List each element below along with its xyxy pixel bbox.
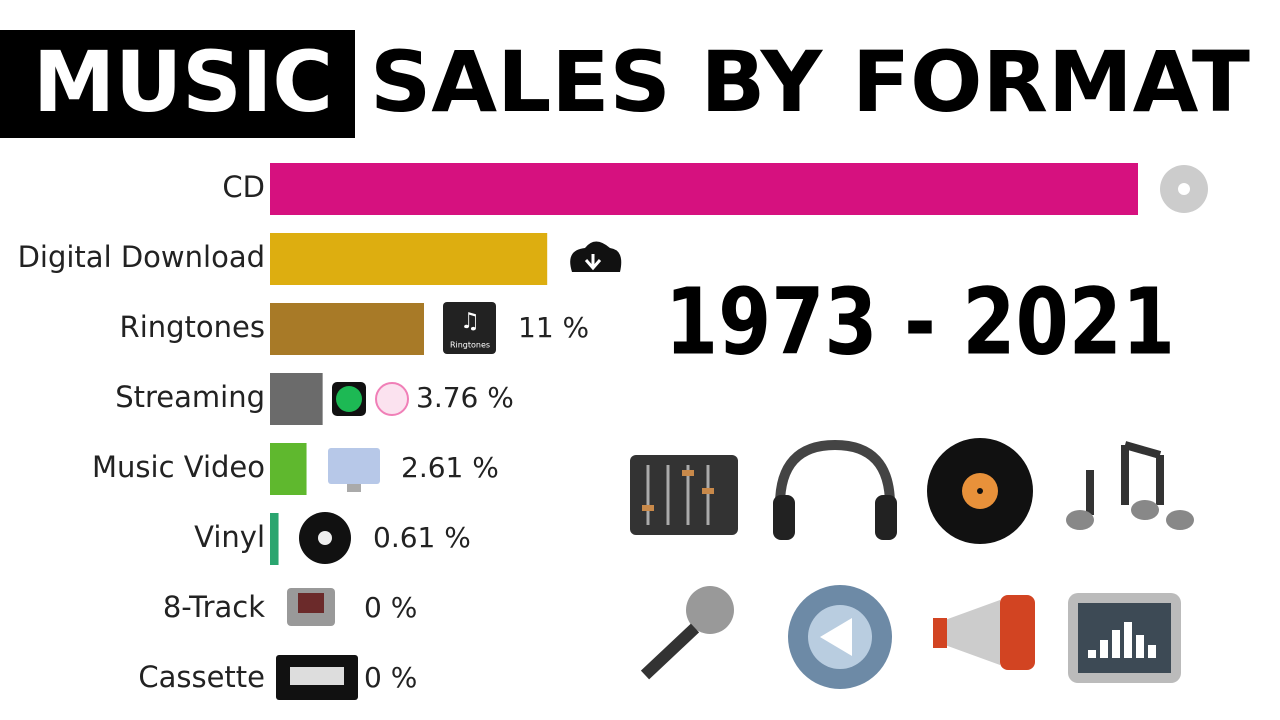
value-label: 2.61 % [401,451,499,484]
title-box [0,30,355,138]
value-label: 11 % [518,311,589,344]
category-label: Vinyl [194,520,265,554]
svg-text:♫: ♫ [460,309,480,334]
bar [270,163,1138,215]
value-label: 0 % [364,661,417,694]
title-highlight: MUSIC [33,33,333,131]
bar [270,303,424,355]
category-label: Music Video [92,450,265,484]
decor-icons: ♫ Ringtones [276,165,1208,700]
value-label: 3.76 % [416,381,514,414]
value-label: 0 % [364,591,417,624]
bar [270,233,548,285]
category-label: CD [222,170,265,204]
value-label: 0.61 % [373,521,471,554]
bar [270,513,279,565]
category-label: Ringtones [120,310,265,344]
category-label: Streaming [115,380,265,414]
chart-title: SALES BY FORMAT [370,33,1250,131]
bar [270,373,323,425]
category-label: Cassette [138,660,265,694]
icon-label: Ringtones [450,341,490,350]
bar [270,443,307,495]
category-label: Digital Download [18,240,265,274]
year-range: 1973 - 2021 [665,268,1175,375]
category-label: 8-Track [163,590,265,624]
